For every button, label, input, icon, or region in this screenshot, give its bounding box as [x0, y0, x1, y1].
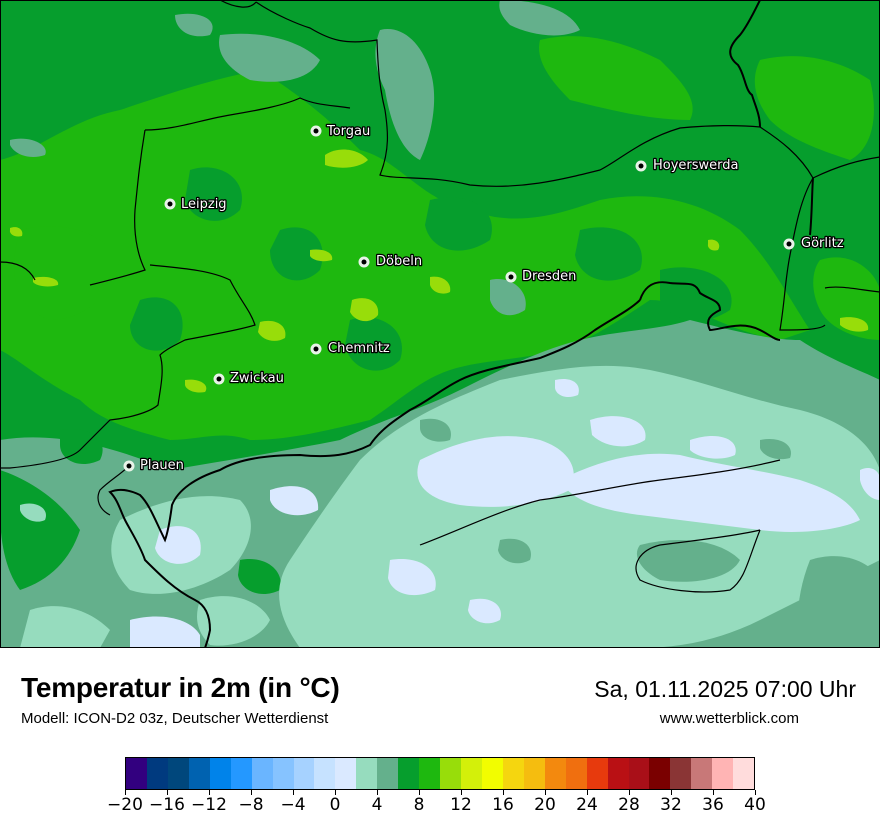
- colorbar-tick: [293, 790, 294, 795]
- colorbar-segment: [272, 758, 294, 789]
- svg-text:Görlitz: Görlitz: [801, 236, 844, 251]
- city-plauen: Plauen: [123, 457, 185, 474]
- colorbar-tick-label: −4: [280, 795, 306, 815]
- city-hoyerswerda: Hoyerswerda: [635, 157, 740, 174]
- temp-4-6-patches: [420, 418, 880, 648]
- colorbar-tick-label: 12: [450, 795, 472, 815]
- colorbar-tick-label: −16: [149, 795, 185, 815]
- colorbar-tick-label: 8: [413, 795, 425, 815]
- colorbar-tick-label: 32: [660, 795, 682, 815]
- colorbar-tick: [755, 790, 756, 795]
- colorbar-tick: [587, 790, 588, 795]
- colorbar-segment: [440, 758, 461, 789]
- colorbar-segment: [628, 758, 650, 789]
- colorbar-tick: [125, 790, 126, 795]
- city-zwickau: Zwickau: [213, 370, 285, 387]
- colorbar-tick-label: 40: [744, 795, 766, 815]
- colorbar-segment: [523, 758, 545, 789]
- temperature-colorbar: [125, 757, 755, 790]
- colorbar-segment: [607, 758, 629, 789]
- colorbar-tick: [545, 790, 546, 795]
- colorbar-tick-label: −20: [107, 795, 143, 815]
- colorbar-tick: [167, 790, 168, 795]
- colorbar-tick-label: 4: [371, 795, 383, 815]
- colorbar-segment: [188, 758, 210, 789]
- colorbar-segment: [167, 758, 189, 789]
- colorbar-segment: [544, 758, 566, 789]
- map-title: Temperatur in 2m (in °C): [21, 672, 340, 703]
- website-link[interactable]: www.wetterblick.com: [659, 710, 799, 727]
- city-leipzig: Leipzig: [164, 196, 228, 213]
- colorbar-tick: [503, 790, 504, 795]
- colorbar-segment: [146, 758, 168, 789]
- map-canvas: Torgau Leipzig Hoyerswerda Döbeln Dresde…: [0, 0, 880, 648]
- colorbar-tick: [461, 790, 462, 795]
- colorbar-tick-label: 24: [576, 795, 598, 815]
- valid-datetime: Sa, 01.11.2025 07:00 Uhr: [594, 676, 856, 702]
- colorbar-tick-label: 36: [702, 795, 724, 815]
- colorbar-segment: [670, 758, 692, 789]
- colorbar-tick: [251, 790, 252, 795]
- colorbar-tick: [629, 790, 630, 795]
- colorbar-segment: [691, 758, 713, 789]
- svg-text:Hoyerswerda: Hoyerswerda: [653, 158, 739, 173]
- model-source: Modell: ICON-D2 03z, Deutscher Wetterdie…: [21, 710, 329, 727]
- colorbar-tick-label: −8: [238, 795, 264, 815]
- colorbar-tick: [713, 790, 714, 795]
- colorbar-tick: [335, 790, 336, 795]
- temp-6-8-patches: [130, 167, 732, 371]
- colorbar-segment: [398, 758, 420, 789]
- colorbar-segment: [335, 758, 357, 789]
- city-doebeln: Döbeln: [358, 253, 423, 270]
- city-dresden: Dresden: [505, 268, 578, 285]
- colorbar-segment: [649, 758, 671, 789]
- colorbar-segment: [314, 758, 336, 789]
- colorbar-segment: [586, 758, 608, 789]
- city-markers: Torgau Leipzig Hoyerswerda Döbeln Dresde…: [123, 123, 845, 474]
- temp-10-12-spots: [9, 149, 869, 393]
- colorbar-tick: [209, 790, 210, 795]
- city-goerlitz: Görlitz: [783, 235, 845, 252]
- colorbar-segment: [461, 758, 482, 789]
- colorbar-segment: [481, 758, 503, 789]
- colorbar-segment: [356, 758, 378, 789]
- temp-0-2-areas: [130, 378, 880, 648]
- svg-text:Dresden: Dresden: [522, 269, 576, 284]
- colorbar-segment: [230, 758, 252, 789]
- colorbar-tick-label: 16: [492, 795, 514, 815]
- colorbar-tick-label: −12: [191, 795, 227, 815]
- svg-text:Zwickau: Zwickau: [230, 371, 284, 386]
- svg-text:Chemnitz: Chemnitz: [328, 341, 390, 356]
- colorbar-ticks: −20 −16 −12 −8 −4 0 4 8 12 16 20 24 28 32 36 40: [107, 790, 766, 830]
- colorbar-tick-label: 20: [534, 795, 556, 815]
- colorbar-segment: [733, 758, 755, 789]
- colorbar-tick-label: 28: [618, 795, 640, 815]
- city-chemnitz: Chemnitz: [310, 340, 391, 357]
- colorbar-segment: [209, 758, 231, 789]
- colorbar-tick: [671, 790, 672, 795]
- colorbar-segment: [502, 758, 524, 789]
- state-borders: [0, 0, 880, 593]
- colorbar-segment: [377, 758, 399, 789]
- colorbar-segment: [126, 758, 147, 789]
- colorbar-tick: [419, 790, 420, 795]
- svg-text:Döbeln: Döbeln: [376, 254, 422, 269]
- svg-text:Plauen: Plauen: [140, 458, 184, 473]
- colorbar-segment: [565, 758, 587, 789]
- svg-text:Leipzig: Leipzig: [181, 197, 227, 212]
- colorbar-tick: [377, 790, 378, 795]
- national-border: [108, 0, 814, 648]
- colorbar-segment: [293, 758, 315, 789]
- colorbar-tick-label: 0: [329, 795, 341, 815]
- temperature-map: Torgau Leipzig Hoyerswerda Döbeln Dresde…: [0, 0, 880, 648]
- city-torgau: Torgau: [310, 123, 372, 140]
- colorbar-segment: [251, 758, 273, 789]
- svg-text:Torgau: Torgau: [326, 124, 370, 139]
- colorbar-segment: [419, 758, 441, 789]
- colorbar-segment: [712, 758, 734, 789]
